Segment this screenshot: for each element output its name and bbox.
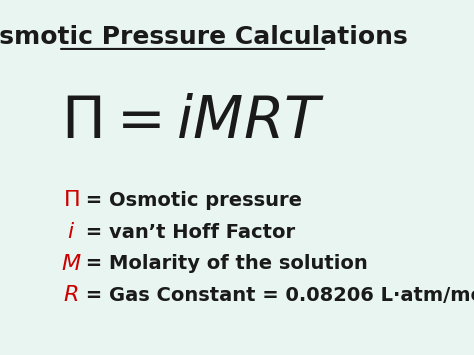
- Text: = van’t Hoff Factor: = van’t Hoff Factor: [79, 223, 295, 242]
- Text: Osmotic Pressure Calculations: Osmotic Pressure Calculations: [0, 24, 408, 49]
- Text: $\Pi = iMRT$: $\Pi = iMRT$: [61, 93, 325, 150]
- Text: = Osmotic pressure: = Osmotic pressure: [79, 191, 302, 210]
- Text: $i$: $i$: [67, 222, 75, 242]
- Text: = Molarity of the solution: = Molarity of the solution: [79, 254, 368, 273]
- Text: = Gas Constant = 0.08206 L·atm/mol·K: = Gas Constant = 0.08206 L·atm/mol·K: [79, 286, 474, 305]
- Text: $\Pi$: $\Pi$: [63, 190, 79, 211]
- Text: $M$: $M$: [61, 254, 82, 274]
- Text: $R$: $R$: [64, 285, 79, 306]
